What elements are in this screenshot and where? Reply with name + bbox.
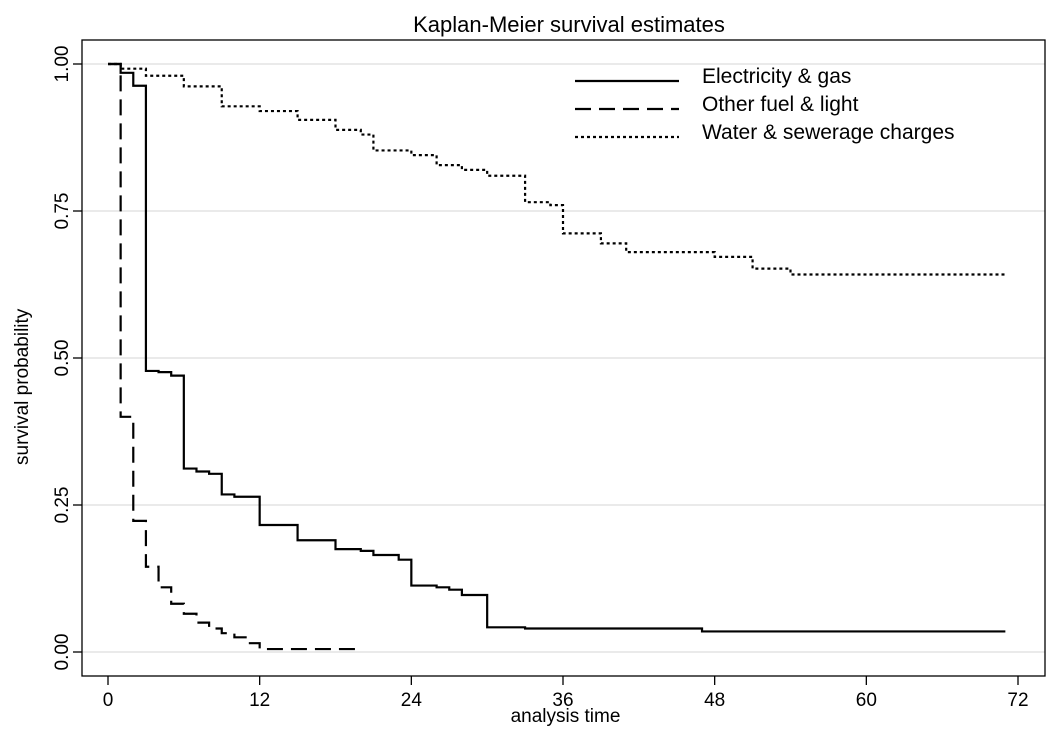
legend-swatch-dotted bbox=[575, 135, 679, 139]
x-tick-label: 60 bbox=[856, 690, 877, 711]
y-tick-label: 1.00 bbox=[52, 46, 73, 83]
legend-item-electricity-gas: Electricity & gas bbox=[575, 65, 1035, 94]
x-tick-label: 24 bbox=[401, 690, 423, 711]
y-tick-label: 0.25 bbox=[52, 487, 73, 524]
x-tick-label: 0 bbox=[103, 690, 114, 711]
y-tick-label: 0.50 bbox=[52, 340, 73, 377]
legend-label: Water & sewerage charges bbox=[702, 121, 955, 144]
legend-swatch-solid bbox=[575, 79, 679, 83]
legend-label: Electricity & gas bbox=[702, 65, 852, 88]
series-line-solid bbox=[108, 62, 1006, 633]
legend-item-other-fuel-light: Other fuel & light bbox=[575, 93, 1035, 122]
x-tick-label: 72 bbox=[1007, 690, 1028, 711]
x-tick-label: 12 bbox=[249, 690, 270, 711]
series-line-dotted bbox=[108, 62, 1006, 276]
y-tick-label: 0.75 bbox=[52, 193, 73, 230]
legend: Electricity & gas Other fuel & light Wat… bbox=[575, 65, 1035, 152]
y-tick-label: 0.00 bbox=[52, 634, 73, 671]
series-line-dashed bbox=[108, 62, 362, 651]
x-axis-label: analysis time bbox=[510, 706, 621, 727]
x-tick-label: 48 bbox=[704, 690, 725, 711]
legend-label: Other fuel & light bbox=[702, 93, 859, 116]
legend-item-water-sewerage: Water & sewerage charges bbox=[575, 121, 1035, 150]
chart-title: Kaplan-Meier survival estimates bbox=[413, 12, 725, 37]
legend-swatch-dashed bbox=[575, 107, 679, 111]
x-tick-label: 36 bbox=[552, 690, 573, 711]
